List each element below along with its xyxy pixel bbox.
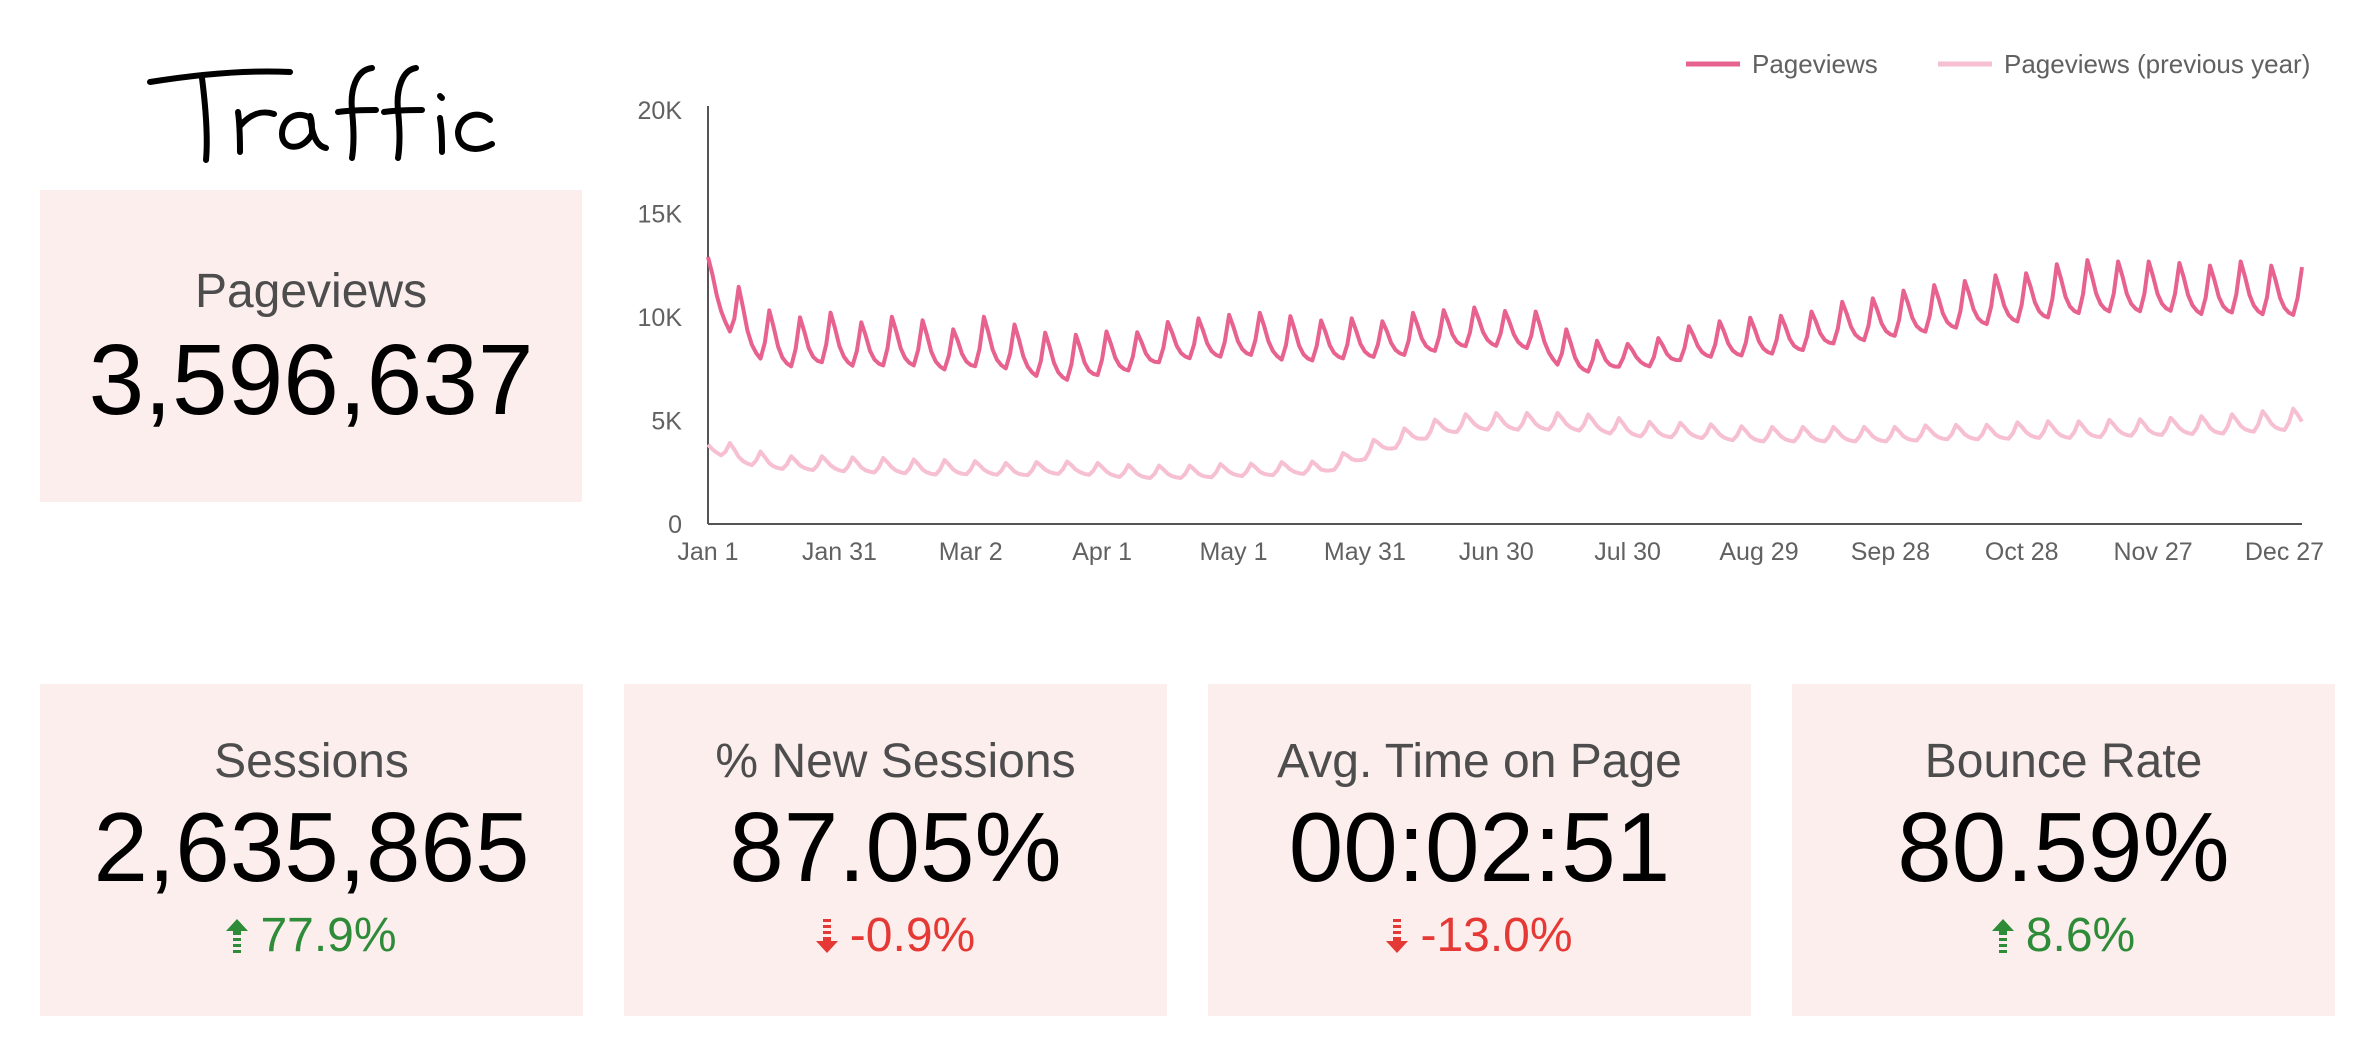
new-sessions-value: 87.05%: [729, 792, 1062, 902]
sessions-scorecard: Sessions 2,635,865 77.9%: [40, 684, 583, 1016]
x-tick-label: Dec 27: [2245, 538, 2324, 566]
arrow-up-icon: [1991, 919, 2014, 953]
x-tick-label: Jul 30: [1594, 538, 1661, 566]
y-tick-label: 20K: [638, 97, 683, 125]
pageviews-value: 3,596,637: [88, 324, 534, 436]
bounce-rate-delta: 8.6%: [1991, 909, 2136, 962]
new-sessions-delta-value: -0.9%: [849, 909, 976, 962]
y-tick-label: 0: [668, 511, 682, 539]
series-line-pageviews: [706, 256, 2304, 382]
traffic-handwritten-title: [147, 65, 495, 163]
x-tick-label: Nov 27: [2114, 538, 2193, 566]
avg-time-delta-value: -13.0%: [1420, 909, 1573, 962]
pageviews-line-chart: 0 5K 10K 15K 20K Jan 1 Jan 31 Mar 2 Apr 1 May 1 Ma…: [638, 49, 2325, 566]
bounce-rate-delta-value: 8.6%: [2025, 909, 2136, 962]
avg-time-label: Avg. Time on Page: [1277, 735, 1682, 788]
arrow-down-icon: [1386, 919, 1409, 953]
series-line-previous-year: [706, 406, 2304, 480]
x-tick-label: Jun 30: [1459, 538, 1534, 566]
sessions-value: 2,635,865: [93, 792, 530, 902]
pageviews-label: Pageviews: [194, 265, 428, 318]
x-tick-label: May 1: [1199, 538, 1267, 566]
pageviews-scorecard: Pageviews 3,596,637: [40, 190, 582, 502]
x-tick-label: Aug 29: [1719, 538, 1798, 566]
legend-label-pageviews: Pageviews: [1752, 49, 1878, 79]
y-tick-label: 10K: [638, 304, 683, 332]
bounce-rate-value: 80.59%: [1897, 792, 2230, 902]
y-tick-label: 5K: [651, 408, 682, 436]
arrow-down-icon: [815, 919, 838, 953]
avg-time-delta: -13.0%: [1386, 909, 1573, 962]
arrow-up-icon: [226, 919, 249, 953]
sessions-delta: 77.9%: [226, 909, 397, 962]
x-tick-label: Jan 1: [677, 538, 738, 566]
avg-time-value: 00:02:51: [1288, 792, 1671, 902]
x-tick-label: Apr 1: [1072, 538, 1132, 566]
sessions-label: Sessions: [214, 735, 409, 788]
x-tick-label: Oct 28: [1985, 538, 2059, 566]
sessions-delta-value: 77.9%: [260, 909, 397, 962]
x-tick-label: Jan 31: [802, 538, 877, 566]
new-sessions-label: % New Sessions: [715, 735, 1076, 788]
x-tick-label: Mar 2: [939, 538, 1003, 566]
avg-time-scorecard: Avg. Time on Page 00:02:51 -13.0%: [1208, 684, 1751, 1016]
y-tick-label: 15K: [638, 201, 683, 229]
bounce-rate-label: Bounce Rate: [1924, 735, 2203, 788]
bounce-rate-scorecard: Bounce Rate 80.59% 8.6%: [1792, 684, 2335, 1016]
legend-label-previous-year: Pageviews (previous year): [2004, 49, 2310, 79]
x-tick-label: Sep 28: [1851, 538, 1930, 566]
new-sessions-scorecard: % New Sessions 87.05% -0.9%: [624, 684, 1167, 1016]
x-tick-label: May 31: [1324, 538, 1406, 566]
new-sessions-delta: -0.9%: [815, 909, 976, 962]
